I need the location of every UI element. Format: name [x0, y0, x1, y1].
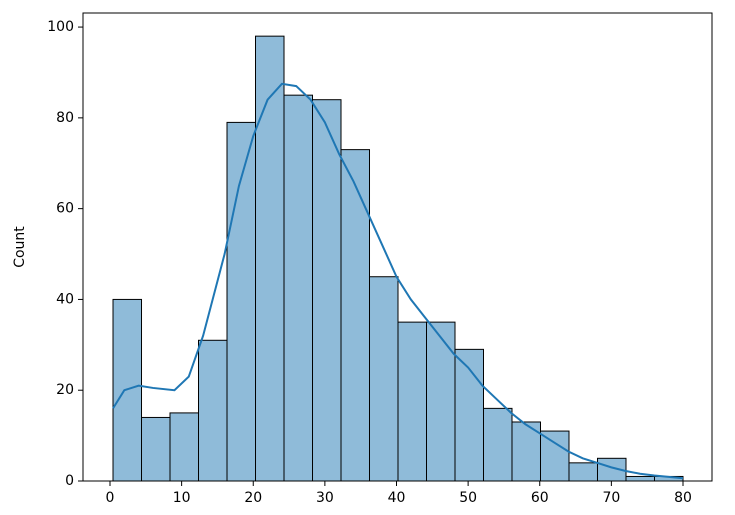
bar — [482, 407, 513, 482]
x-tick-label: 20 — [244, 490, 262, 506]
bar — [198, 339, 228, 482]
kde-line — [112, 82, 684, 480]
bar — [312, 99, 342, 482]
bar — [340, 149, 371, 482]
bar — [283, 94, 314, 482]
bar — [141, 416, 171, 482]
bar — [625, 475, 655, 482]
y-tick-label: 20 — [56, 382, 74, 398]
x-tick-label: 0 — [106, 490, 115, 506]
y-tick-label: 100 — [47, 19, 74, 35]
x-tick-label: 70 — [602, 490, 620, 506]
bar — [568, 462, 598, 482]
bar — [369, 276, 399, 482]
bar — [426, 321, 456, 482]
x-tick-label: 80 — [674, 490, 692, 506]
bar — [169, 412, 200, 482]
y-tick-label: 60 — [56, 201, 74, 217]
y-tick-label: 40 — [56, 291, 74, 307]
x-tick-label: 40 — [388, 490, 406, 506]
x-tick-label: 30 — [316, 490, 334, 506]
bar — [454, 348, 484, 482]
bar — [539, 430, 570, 482]
bar — [255, 35, 285, 482]
plot-frame — [82, 12, 713, 482]
bar — [397, 321, 428, 482]
x-tick-label: 50 — [459, 490, 477, 506]
x-tick-label: 10 — [173, 490, 191, 506]
x-tick-label: 60 — [531, 490, 549, 506]
y-tick-label: 80 — [56, 110, 74, 126]
y-axis-label: Count — [12, 226, 28, 268]
y-tick-label: 0 — [65, 473, 74, 489]
